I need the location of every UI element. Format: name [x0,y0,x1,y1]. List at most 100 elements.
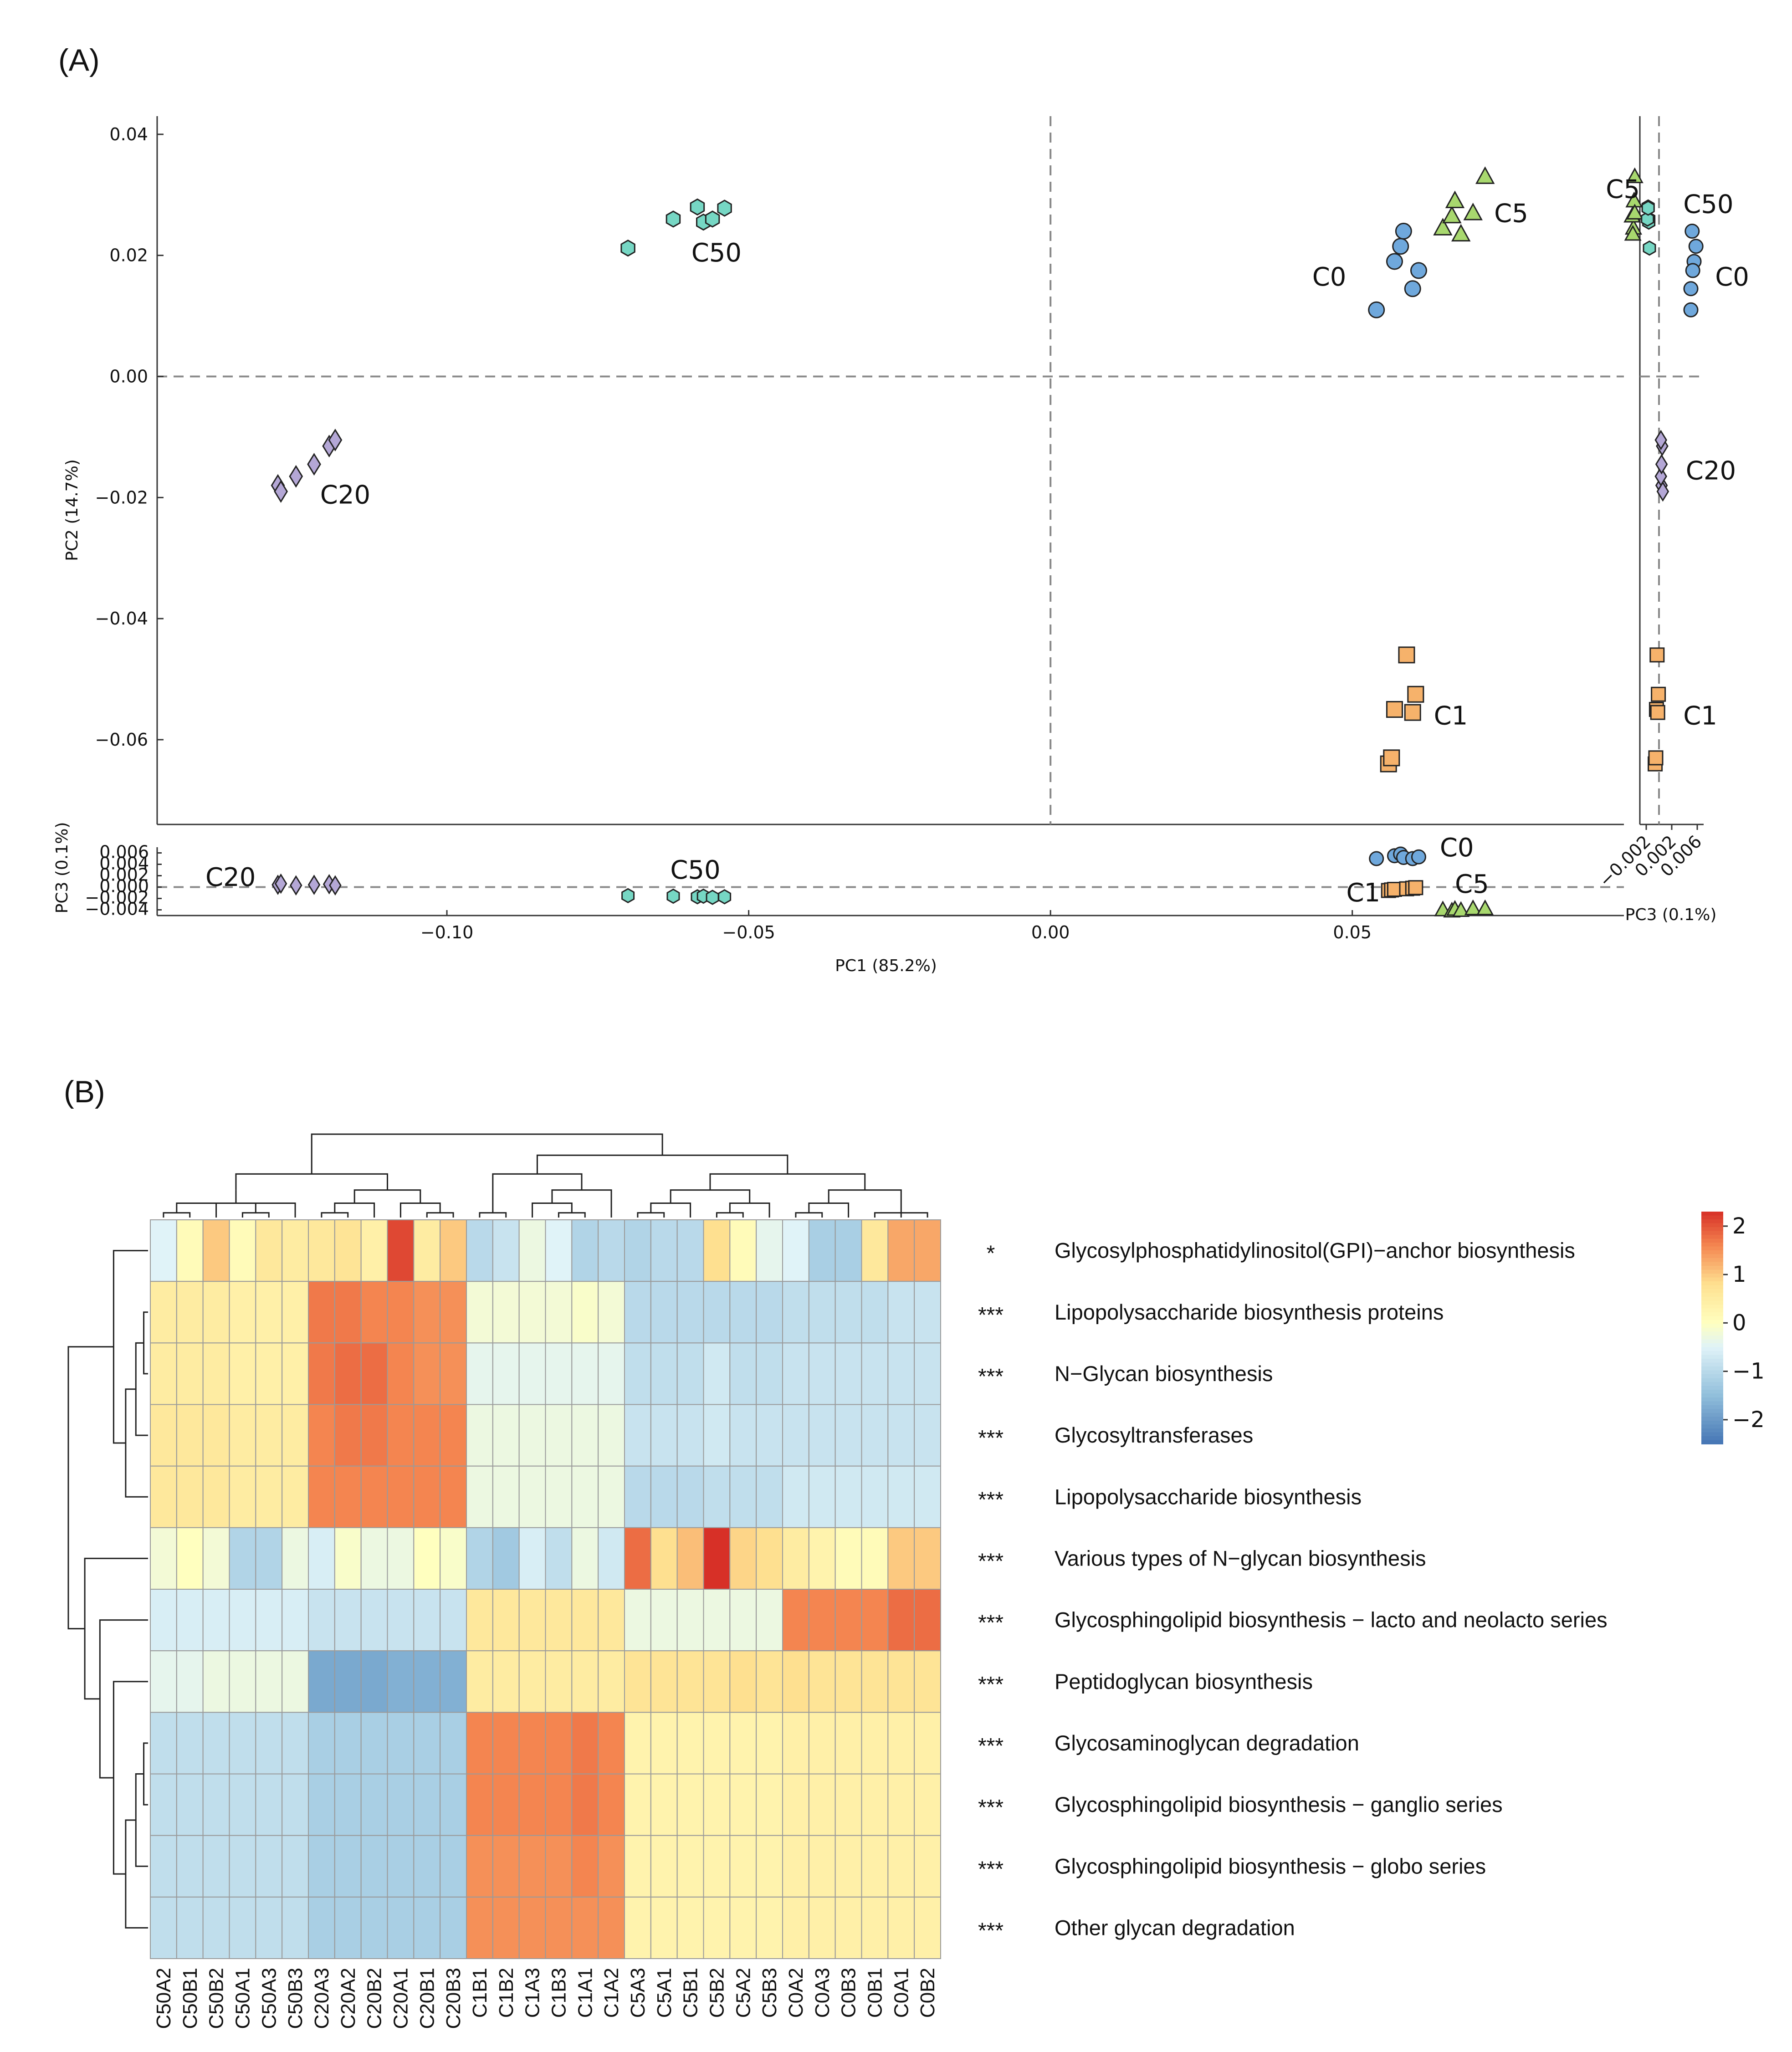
row-significance: *** [978,1426,1004,1450]
heatmap-cell [729,1712,757,1775]
heatmap-cell [914,1896,941,1960]
heatmap-cell [334,1589,362,1652]
heatmap-cell [703,1281,731,1344]
heatmap-cell [545,1835,573,1898]
heatmap-cell [782,1465,809,1528]
heatmap-cell [571,1589,599,1652]
heatmap-cell [255,1589,283,1652]
heatmap-cell [360,1465,388,1528]
heatmap-cell [729,1404,757,1467]
row-label: Various types of N−glycan biosynthesis [1055,1546,1426,1570]
heatmap-cell [756,1342,783,1405]
heatmap-cell [729,1835,757,1898]
heatmap-cell [624,1650,651,1713]
colorbar-segment [1701,1328,1723,1332]
heatmap-cell [835,1589,862,1652]
column-label: C20B1 [416,1968,438,2029]
row-label: Lipopolysaccharide biosynthesis [1055,1484,1362,1509]
heatmap-cell [282,1773,309,1836]
heatmap-cell [229,1896,256,1960]
heatmap-cell [413,1773,441,1836]
heatmap-cell [676,1465,704,1528]
heatmap-cell [492,1219,520,1282]
heatmap [150,1219,941,1960]
heatmap-cell [676,1650,704,1713]
pca-main-y-tick-label: −0.04 [95,609,148,629]
column-label: C5A1 [653,1968,676,2018]
heatmap-cell [413,1404,441,1467]
heatmap-cell [176,1404,204,1467]
heatmap-cell [492,1281,520,1344]
pca-group-label-C20: C20 [320,481,370,510]
heatmap-cell [334,1342,362,1405]
pca-bottom-y-tick-label: 0.000 [99,876,149,896]
heatmap-cell [914,1219,941,1282]
heatmap-cell [650,1281,678,1344]
heatmap-cell [176,1773,204,1836]
heatmap-cell [624,1465,651,1528]
heatmap-cell [466,1773,493,1836]
pca-side-point-C20 [1655,454,1668,475]
column-dendrogram-branch [808,1202,850,1218]
heatmap-cell [360,1773,388,1836]
column-label: C5A2 [732,1968,754,2018]
colorbar-segment [1701,1269,1723,1274]
heatmap-cell [676,1404,704,1467]
row-significance: *** [978,1549,1004,1573]
colorbar-segment [1701,1246,1723,1251]
heatmap-cell [861,1773,889,1836]
colorbar-segment [1701,1250,1723,1255]
heatmap-cell [887,1896,915,1960]
pca-pc3-point-C20 [274,873,287,894]
heatmap-cell [387,1650,415,1713]
heatmap-cell [598,1773,625,1836]
heatmap-cell [308,1342,335,1405]
column-label: C0A1 [890,1968,912,2018]
heatmap-cell [914,1650,941,1713]
column-label: C0A3 [811,1968,834,2018]
colorbar-segment [1701,1215,1723,1220]
heatmap-cell [334,1465,362,1528]
colorbar-segment [1701,1440,1723,1444]
heatmap-cell [413,1835,441,1898]
heatmap-cell [440,1589,467,1652]
colorbar-segment [1701,1331,1723,1336]
heatmap-cell [492,1712,520,1775]
heatmap-cell [861,1342,889,1405]
row-significance: *** [978,1303,1004,1327]
column-dendrogram-branch [176,1202,296,1218]
pca-side-point-C0 [1683,302,1699,317]
heatmap-cell [518,1589,546,1652]
column-dendrogram [163,1133,928,1218]
heatmap-cell [360,1219,388,1282]
heatmap-cell [650,1896,678,1960]
heatmap-cell [202,1650,230,1713]
colorbar-segment [1701,1362,1723,1367]
row-label: Glycosyltransferases [1055,1423,1253,1447]
column-dendrogram-branch [479,1212,507,1218]
pca-side-point-C5 [1626,167,1644,184]
heatmap-cell [440,1835,467,1898]
row-label: N−Glycan biosynthesis [1055,1361,1273,1386]
colorbar-segment [1701,1386,1723,1390]
heatmap-cell [176,1281,204,1344]
pca-point-C5 [1442,205,1462,224]
colorbar-segment [1701,1424,1723,1429]
colorbar-segment [1701,1231,1723,1235]
pca-pc3-point-C20 [329,875,342,896]
heatmap-cell [282,1404,309,1467]
heatmap-cell [703,1773,731,1836]
pca-side-group-label-C1: C1 [1683,701,1717,731]
column-dendrogram-branch [650,1202,691,1218]
pca-pc3-point-C0 [1369,851,1384,866]
heatmap-cell [255,1342,283,1405]
pca-pc3-point-C1 [1408,880,1423,896]
heatmap-cell [598,1650,625,1713]
heatmap-cell [518,1835,546,1898]
heatmap-cell [255,1281,283,1344]
colorbar-segment [1701,1297,1723,1301]
heatmap-cell [202,1342,230,1405]
colorbar-segment [1701,1336,1723,1340]
pca-side-group-label-C5: C5 [1606,174,1640,204]
